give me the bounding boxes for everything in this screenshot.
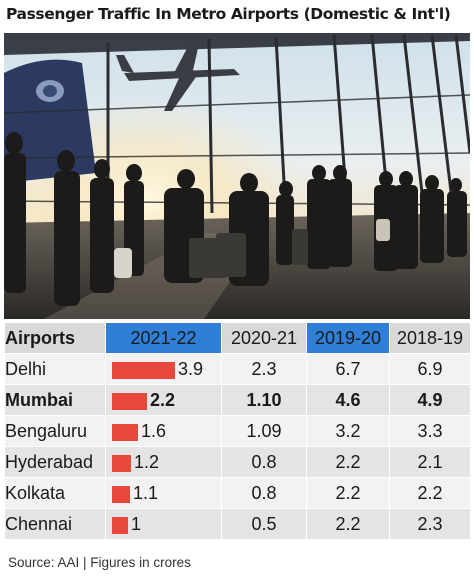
bar-value-label: 3.9 bbox=[178, 359, 204, 379]
value-2019-20-cell: 2.2 bbox=[306, 477, 390, 509]
traffic-table: Airports 2021-22 2020-21 2019-20 2018-19… bbox=[4, 322, 471, 540]
value-2018-19-cell: 2.2 bbox=[389, 477, 471, 509]
airport-name: Chennai bbox=[4, 508, 106, 540]
value-2020-21-cell: 2.3 bbox=[221, 353, 307, 385]
value-2019-20-cell: 2.2 bbox=[306, 508, 390, 540]
value-2018-19-cell: 2.3 bbox=[389, 508, 471, 540]
value-2019-20-cell: 2.2 bbox=[306, 446, 390, 478]
value-2021-22-cell: 1.6 bbox=[105, 415, 222, 447]
bar-2021-22 bbox=[112, 486, 130, 503]
source-note: Source: AAI | Figures in crores bbox=[8, 555, 191, 570]
table-body: Delhi 3.9 2.3 6.7 6.9 Mumbai 2.2 1.10 4.6 4.9 Beng… bbox=[4, 353, 471, 540]
table-header-row: Airports 2021-22 2020-21 2019-20 2018-19 bbox=[4, 322, 471, 354]
bar-2021-22 bbox=[112, 424, 138, 441]
airport-name: Bengaluru bbox=[4, 415, 106, 447]
column-header-2020-21: 2020-21 bbox=[221, 322, 307, 354]
value-2019-20-cell: 6.7 bbox=[306, 353, 390, 385]
value-2021-22-cell: 1.1 bbox=[105, 477, 222, 509]
value-2020-21-cell: 0.5 bbox=[221, 508, 307, 540]
column-header-2018-19: 2018-19 bbox=[389, 322, 471, 354]
bar-2021-22 bbox=[112, 517, 128, 534]
value-2020-21-cell: 1.09 bbox=[221, 415, 307, 447]
airport-name: Hyderabad bbox=[4, 446, 106, 478]
value-2020-21-cell: 0.8 bbox=[221, 477, 307, 509]
table-row: Delhi 3.9 2.3 6.7 6.9 bbox=[4, 353, 471, 385]
table-row: Bengaluru 1.6 1.09 3.2 3.3 bbox=[4, 415, 471, 447]
terminal-illustration bbox=[4, 33, 470, 319]
chart-title: Passenger Traffic In Metro Airports (Dom… bbox=[6, 5, 451, 23]
value-2021-22-cell: 1 bbox=[105, 508, 222, 540]
table-row: Hyderabad 1.2 0.8 2.2 2.1 bbox=[4, 446, 471, 478]
value-2021-22-cell: 1.2 bbox=[105, 446, 222, 478]
table-row: Chennai 1 0.5 2.2 2.3 bbox=[4, 508, 471, 540]
column-header-2019-20: 2019-20 bbox=[306, 322, 390, 354]
value-2018-19-cell: 2.1 bbox=[389, 446, 471, 478]
value-2021-22-cell: 3.9 bbox=[105, 353, 222, 385]
value-2020-21-cell: 1.10 bbox=[221, 384, 307, 416]
airport-name: Delhi bbox=[4, 353, 106, 385]
bar-2021-22 bbox=[112, 362, 175, 379]
column-header-airports: Airports bbox=[4, 322, 106, 354]
value-2018-19-cell: 4.9 bbox=[389, 384, 471, 416]
value-2018-19-cell: 3.3 bbox=[389, 415, 471, 447]
bar-value-label: 2.2 bbox=[150, 390, 176, 410]
airport-terminal-photo bbox=[4, 33, 470, 319]
airport-name: Mumbai bbox=[4, 384, 106, 416]
value-2018-19-cell: 6.9 bbox=[389, 353, 471, 385]
bar-value-label: 1 bbox=[131, 514, 142, 534]
bar-2021-22 bbox=[112, 393, 147, 410]
bar-value-label: 1.1 bbox=[133, 483, 159, 503]
value-2019-20-cell: 3.2 bbox=[306, 415, 390, 447]
bar-value-label: 1.6 bbox=[141, 421, 167, 441]
airport-name: Kolkata bbox=[4, 477, 106, 509]
value-2021-22-cell: 2.2 bbox=[105, 384, 222, 416]
value-2020-21-cell: 0.8 bbox=[221, 446, 307, 478]
bar-value-label: 1.2 bbox=[134, 452, 160, 472]
column-header-2021-22: 2021-22 bbox=[105, 322, 222, 354]
bar-2021-22 bbox=[112, 455, 131, 472]
table-row: Mumbai 2.2 1.10 4.6 4.9 bbox=[4, 384, 471, 416]
value-2019-20-cell: 4.6 bbox=[306, 384, 390, 416]
table-row: Kolkata 1.1 0.8 2.2 2.2 bbox=[4, 477, 471, 509]
